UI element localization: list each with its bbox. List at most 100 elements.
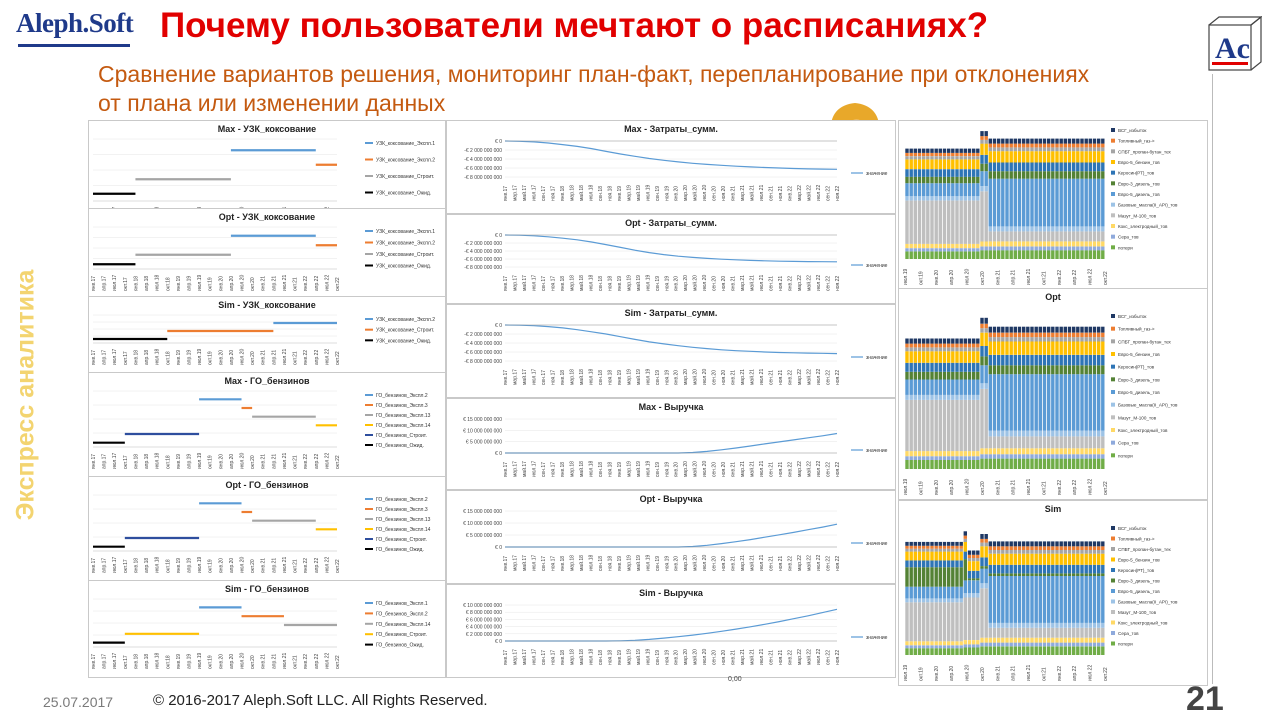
x-tick-label: ноя.18 bbox=[607, 462, 613, 477]
stack-segment bbox=[1051, 250, 1055, 259]
stack-segment bbox=[930, 176, 934, 184]
stack-segment bbox=[938, 641, 942, 646]
series-line bbox=[504, 140, 838, 170]
stack-segment bbox=[1047, 337, 1051, 342]
stack-segment bbox=[922, 586, 926, 599]
x-tick-label: мар.22 bbox=[797, 369, 803, 385]
stack-segment bbox=[955, 379, 959, 395]
x-tick-label: мар.18 bbox=[569, 275, 575, 291]
tick-label: апр.18 bbox=[144, 654, 150, 669]
stack-segment bbox=[1097, 448, 1101, 455]
tick-label: окт.20 bbox=[250, 559, 256, 573]
stack-segment bbox=[938, 551, 942, 561]
stack-segment bbox=[905, 152, 909, 157]
slide-subtitle: Сравнение вариантов решения, мониторинг … bbox=[98, 61, 1090, 116]
stack-segment bbox=[1088, 430, 1092, 437]
stack-segment bbox=[1067, 564, 1072, 574]
x-tick-label: май.17 bbox=[521, 275, 528, 291]
stack-segment bbox=[1055, 151, 1059, 163]
stack-segment bbox=[1005, 332, 1009, 338]
legend-swatch bbox=[1111, 314, 1115, 318]
stack-segment bbox=[947, 156, 951, 160]
stack-segment bbox=[959, 399, 963, 452]
stack-segment bbox=[1101, 458, 1105, 469]
stack-segment bbox=[963, 456, 967, 460]
tick-label: апр.17 bbox=[102, 276, 108, 291]
stack-segment bbox=[1076, 241, 1080, 247]
stack-segment bbox=[1059, 138, 1063, 144]
stack-segment bbox=[938, 648, 942, 655]
stack-segment bbox=[1001, 430, 1005, 437]
stack-segment bbox=[984, 637, 988, 643]
stack-segment bbox=[942, 648, 947, 655]
stack-segment bbox=[967, 243, 972, 249]
stack-segment bbox=[1084, 241, 1088, 247]
stack-segment bbox=[997, 436, 1001, 449]
stack-segment bbox=[1051, 553, 1055, 565]
stack-segment bbox=[1013, 622, 1017, 628]
stack-segment bbox=[1038, 553, 1042, 565]
stack-segment bbox=[1042, 332, 1047, 338]
stack-segment bbox=[1080, 622, 1084, 628]
stack-segment bbox=[959, 602, 963, 642]
stack-segment bbox=[976, 597, 980, 640]
stack-segment bbox=[1005, 326, 1009, 333]
x-tick-label: сен.17 bbox=[541, 370, 547, 385]
stack-segment bbox=[934, 456, 938, 460]
stack-segment bbox=[976, 159, 980, 170]
stack-segment bbox=[984, 448, 988, 455]
legend-label: ВСГ_избыток bbox=[1118, 314, 1147, 319]
legend-label: УЗК_коксование_Ожид. bbox=[376, 191, 431, 197]
stack-segment bbox=[1067, 646, 1072, 655]
x-tick-label: июл.20 bbox=[702, 460, 708, 477]
stack-segment bbox=[934, 541, 938, 546]
stack-segment bbox=[963, 152, 967, 157]
stack-segment bbox=[997, 231, 1001, 242]
stack-segment bbox=[1067, 448, 1072, 455]
stack-segment bbox=[997, 151, 1001, 163]
stack-segment bbox=[1042, 622, 1047, 628]
stack-segment bbox=[1055, 546, 1059, 550]
stack-segment bbox=[926, 645, 930, 649]
stack-segment bbox=[922, 248, 926, 252]
stack-segment bbox=[1001, 143, 1005, 148]
stack-segment bbox=[955, 602, 959, 642]
stack-segment bbox=[938, 183, 942, 197]
stack-segment bbox=[1034, 436, 1038, 449]
x-tick-label: янв.20 bbox=[674, 276, 680, 291]
stack-segment bbox=[992, 231, 997, 242]
stack-segment bbox=[1042, 246, 1047, 251]
x-tick-label: июл.17 bbox=[531, 554, 537, 571]
stack-segment bbox=[959, 645, 963, 649]
stack-segment bbox=[947, 641, 951, 646]
stack-segment bbox=[1038, 573, 1042, 576]
stack-segment bbox=[913, 148, 917, 153]
stack-segment bbox=[1092, 354, 1097, 366]
stack-segment bbox=[1097, 231, 1101, 242]
stack-segment bbox=[934, 248, 938, 252]
stack-segment bbox=[980, 323, 984, 329]
stack-segment bbox=[980, 383, 984, 389]
x-tick-label: май.17 bbox=[521, 461, 528, 477]
stack-segment bbox=[1022, 448, 1026, 455]
stack-segment bbox=[992, 576, 997, 623]
stack-segment bbox=[1001, 564, 1005, 574]
stack-segment bbox=[1051, 550, 1055, 554]
stack-segment bbox=[1063, 138, 1067, 144]
stack-segment bbox=[1067, 374, 1072, 431]
stack-segment bbox=[1038, 332, 1042, 338]
stack-segment bbox=[988, 226, 992, 232]
stack-segment bbox=[1059, 326, 1063, 333]
stack-segment bbox=[1097, 374, 1101, 431]
x-tick-label: апр.21 bbox=[1011, 666, 1017, 681]
x-tick-label: май.18 bbox=[578, 461, 585, 477]
x-tick-label: июл.21 bbox=[759, 554, 765, 571]
stack-segment bbox=[1009, 231, 1013, 242]
stack-segment bbox=[1013, 553, 1017, 565]
stack-segment bbox=[922, 456, 926, 460]
stack-segment bbox=[1051, 436, 1055, 449]
stack-segment bbox=[1042, 341, 1047, 355]
stack-segment bbox=[1017, 646, 1022, 655]
stack-segment bbox=[909, 586, 913, 599]
stack-segment bbox=[917, 551, 922, 561]
